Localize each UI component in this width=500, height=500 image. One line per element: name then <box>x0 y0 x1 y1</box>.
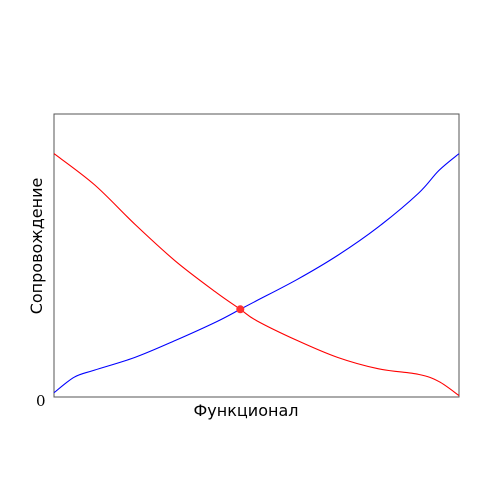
x-axis-label: Функционал <box>194 401 299 420</box>
series-line-2 <box>53 153 460 397</box>
y-axis-label: Сопровождение <box>27 178 46 315</box>
plot-frame <box>53 113 460 398</box>
series-layer <box>53 153 460 397</box>
origin-tick-label: 0 <box>36 392 46 410</box>
intersection-point <box>236 305 245 314</box>
series-line-1 <box>53 153 460 394</box>
marker-layer <box>236 305 245 314</box>
